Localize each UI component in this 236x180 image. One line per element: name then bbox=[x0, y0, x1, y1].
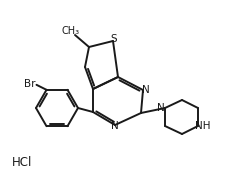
Text: N: N bbox=[157, 103, 165, 113]
Text: HCl: HCl bbox=[12, 156, 32, 168]
Text: S: S bbox=[111, 34, 117, 44]
Text: CH₃: CH₃ bbox=[62, 26, 80, 36]
Text: Br: Br bbox=[24, 79, 35, 89]
Text: N: N bbox=[111, 121, 119, 131]
Text: N: N bbox=[142, 85, 150, 95]
Text: NH: NH bbox=[195, 121, 211, 131]
